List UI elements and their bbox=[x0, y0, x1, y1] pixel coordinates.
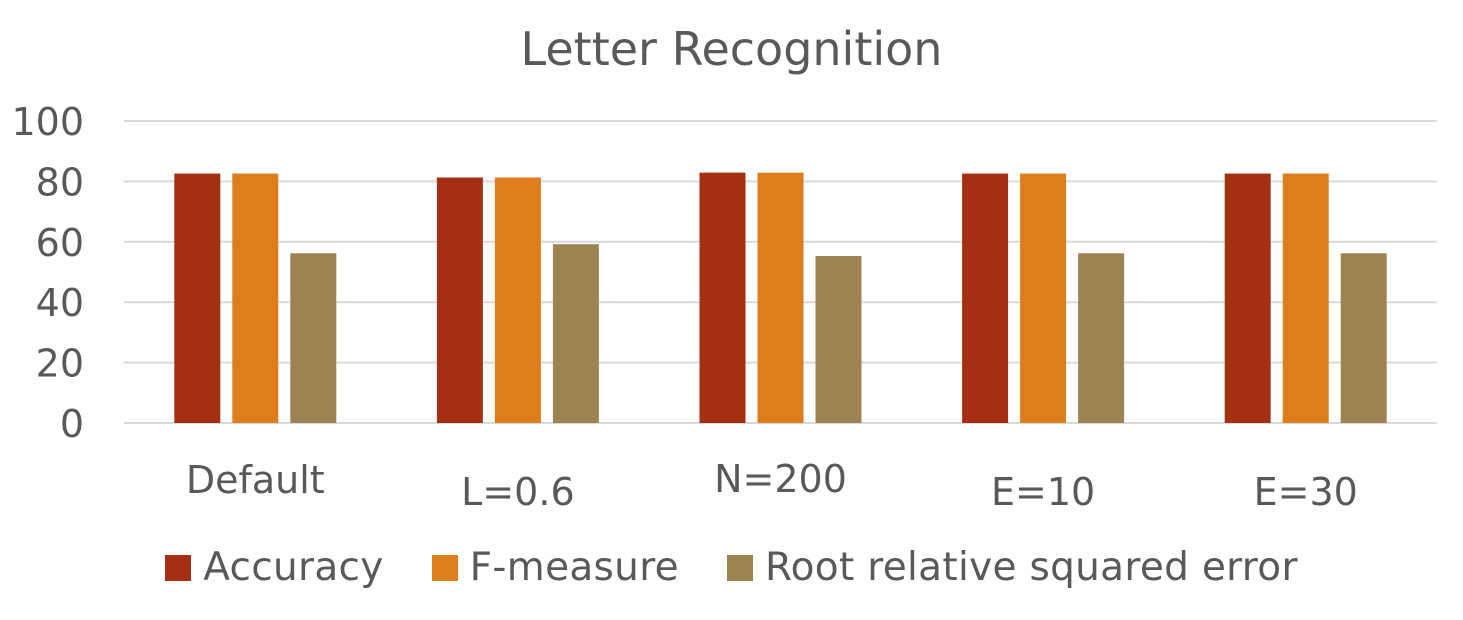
bar-f-measure-e-30 bbox=[1282, 173, 1329, 423]
bar-accuracy-e-30 bbox=[1224, 173, 1271, 423]
bar-f-measure-l-0-6 bbox=[494, 177, 541, 423]
bar-accuracy-e-10 bbox=[962, 173, 1009, 423]
bar-root-relative-squared-error-default bbox=[290, 253, 337, 423]
bar-root-relative-squared-error-e-10 bbox=[1078, 253, 1125, 423]
x-tick-label-n-200: N=200 bbox=[714, 457, 847, 501]
bar-root-relative-squared-error-e-30 bbox=[1340, 253, 1387, 423]
bar-accuracy-default bbox=[174, 173, 221, 423]
y-tick-label-80: 80 bbox=[36, 160, 84, 204]
y-tick-label-20: 20 bbox=[36, 342, 84, 386]
legend-item-accuracy: Accuracy bbox=[165, 545, 383, 590]
bar-f-measure-default bbox=[232, 173, 279, 423]
x-tick-label-default: Default bbox=[186, 458, 325, 502]
legend-swatch-rrse bbox=[726, 554, 753, 581]
y-tick-label-40: 40 bbox=[36, 281, 84, 325]
x-tick-label-l-0-6: L=0.6 bbox=[461, 470, 574, 514]
x-tick-label-e-10: E=10 bbox=[991, 470, 1095, 514]
chart-title: Letter Recognition bbox=[520, 22, 943, 76]
legend-swatch-f-measure bbox=[431, 554, 458, 581]
bar-accuracy-n-200 bbox=[699, 172, 746, 423]
y-tick-label-60: 60 bbox=[36, 221, 84, 265]
bar-f-measure-e-10 bbox=[1020, 173, 1067, 423]
bar-accuracy-l-0-6 bbox=[436, 177, 483, 423]
legend-item-f-measure: F-measure bbox=[431, 545, 679, 590]
legend-label-rrse: Root relative squared error bbox=[764, 545, 1298, 590]
chart-legend: Accuracy F-measure Root relative squared… bbox=[0, 545, 1463, 590]
bar-root-relative-squared-error-l-0-6 bbox=[552, 244, 599, 423]
legend-label-f-measure: F-measure bbox=[469, 545, 679, 590]
x-tick-label-e-30: E=30 bbox=[1254, 470, 1358, 514]
bar-f-measure-n-200 bbox=[757, 172, 804, 423]
legend-swatch-accuracy bbox=[165, 554, 192, 581]
bar-root-relative-squared-error-n-200 bbox=[815, 255, 862, 423]
legend-item-rrse: Root relative squared error bbox=[726, 545, 1298, 590]
y-tick-label-100: 100 bbox=[11, 100, 84, 144]
y-tick-label-0: 0 bbox=[60, 402, 84, 446]
legend-label-accuracy: Accuracy bbox=[203, 545, 384, 590]
